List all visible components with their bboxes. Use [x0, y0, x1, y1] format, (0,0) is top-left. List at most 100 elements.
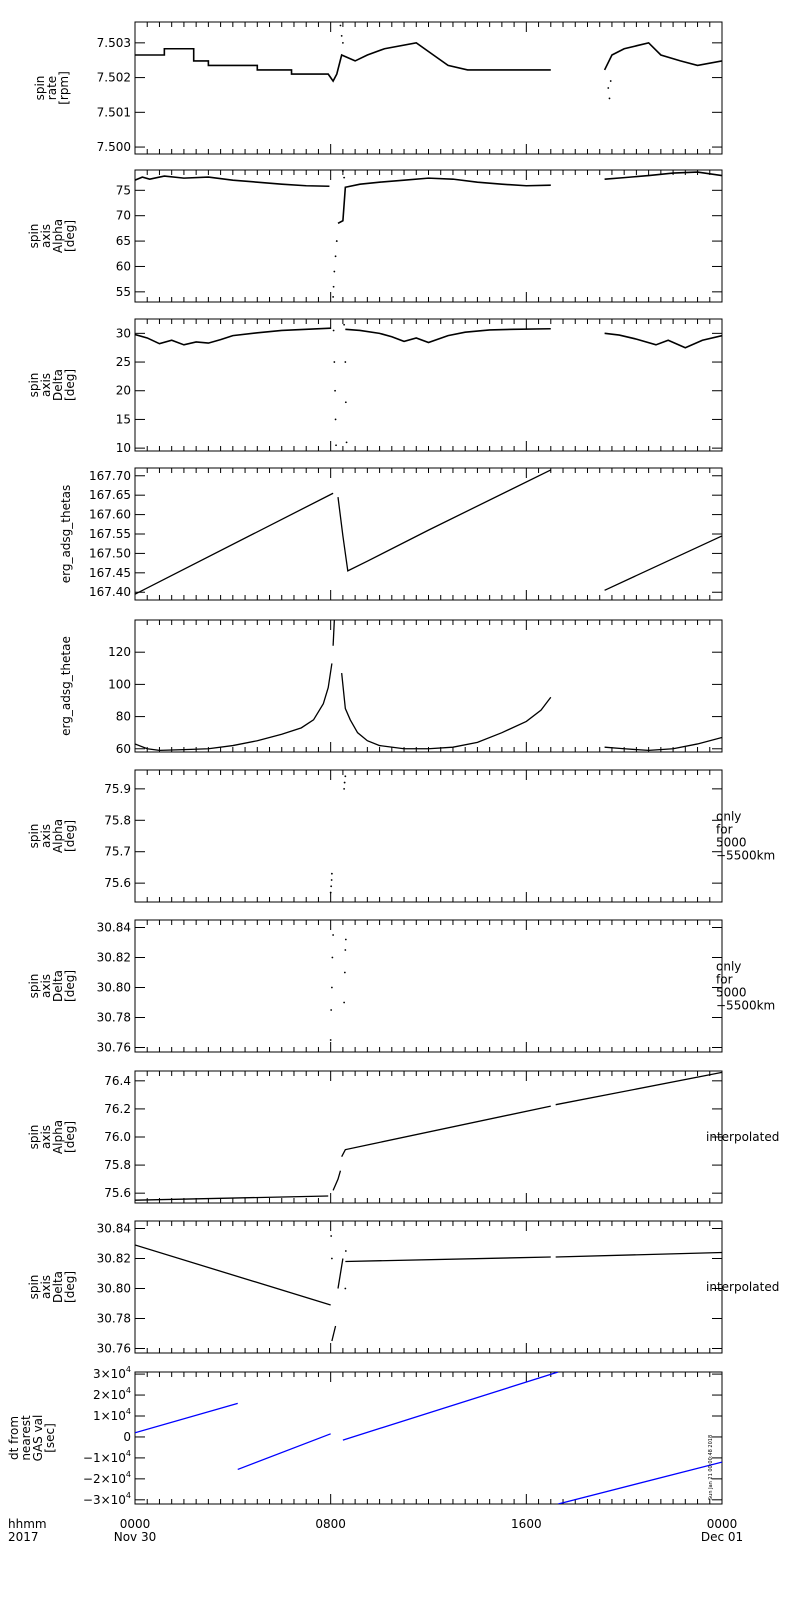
data-point	[344, 949, 347, 951]
trace-segment	[237, 1433, 331, 1471]
tick-mantissa: 2×10	[93, 1388, 126, 1402]
data-point	[344, 1287, 347, 1290]
y-axis-label-line: axis	[39, 1125, 53, 1149]
data-point	[330, 1257, 333, 1260]
data-point	[343, 781, 346, 784]
data-point	[330, 885, 333, 888]
data-point	[332, 285, 335, 288]
panel-note-line: 5000	[716, 986, 747, 1000]
tick-mantissa: 0	[123, 1430, 131, 1444]
data-layer	[135, 24, 722, 100]
y-axis-label-line: Alpha	[51, 1120, 65, 1154]
data-point	[344, 1250, 347, 1252]
data-point	[335, 444, 337, 447]
plot-frame	[134, 1220, 723, 1354]
y-tick-label: 7.501	[97, 105, 131, 119]
y-tick-label: 15	[116, 412, 131, 426]
y-tick-label: 75.6	[104, 1186, 131, 1200]
x-tick-label: 1600	[511, 1517, 542, 1531]
trace-segment	[135, 1402, 238, 1434]
y-tick-label: 75.8	[104, 1158, 131, 1172]
y-tick-label: 167.45	[89, 566, 131, 580]
trace-segment	[557, 1461, 722, 1504]
data-point	[334, 255, 337, 258]
y-tick-label: 10	[116, 441, 131, 455]
data-point	[344, 775, 347, 778]
trace-segment	[332, 1170, 342, 1191]
data-point	[329, 1039, 332, 1041]
y-axis-label-line: Delta	[51, 970, 65, 1002]
y-tick-label: 167.50	[89, 546, 131, 560]
y-tick-label: 30.82	[97, 951, 131, 965]
data-point	[339, 24, 342, 27]
data-point	[330, 986, 333, 989]
data-point	[342, 41, 344, 44]
plot-frame	[134, 619, 723, 753]
x-tick-label: 0000	[707, 1517, 738, 1531]
y-tick-label: 167.55	[89, 527, 131, 541]
trace-segment	[135, 327, 331, 346]
y-tick-label: 167.70	[89, 469, 131, 483]
data-point	[330, 872, 333, 875]
y-tick-label: 100	[108, 677, 131, 691]
tick-exponent: 4	[126, 1470, 131, 1479]
y-tick-label: 167.60	[89, 508, 131, 522]
tick-exponent: 4	[126, 1491, 131, 1500]
y-tick-label: 7.503	[97, 36, 131, 50]
data-point	[332, 934, 335, 936]
data-layer	[135, 1071, 722, 1201]
panel-9: 30.76 30.78 30.80 30.82 30.84 spinaxisDelta[d…	[27, 1220, 779, 1356]
y-tick-label: 30.80	[97, 1282, 131, 1296]
data-point	[334, 389, 336, 392]
y-tick-label: 30.78	[97, 1011, 131, 1025]
y-tick-label: 70	[116, 209, 131, 223]
y-axis-label-line: spin	[27, 824, 41, 849]
y-tick-label: −2×104	[83, 1470, 131, 1486]
y-axis-label-line: Delta	[51, 369, 65, 401]
trace-segment	[331, 1325, 337, 1342]
y-axis-label-line: spin	[27, 1275, 41, 1300]
y-axis-label-line: axis	[39, 224, 53, 248]
y-tick-label: 30.78	[97, 1312, 131, 1326]
trace-segment	[135, 41, 551, 83]
panel-note-line: interpolated	[706, 1130, 779, 1144]
data-point	[343, 323, 346, 326]
tick-mantissa: −3×10	[83, 1493, 126, 1507]
y-tick-label: 60	[116, 259, 131, 273]
trace-segment	[555, 1251, 722, 1258]
trace-segment	[345, 1256, 551, 1263]
y-tick-label: 76.2	[104, 1102, 131, 1116]
y-tick-label: 75.7	[104, 845, 131, 859]
y-tick-label: 75.6	[104, 876, 131, 890]
panel-note-line: −5500km	[716, 849, 775, 863]
x-tick-label: 0000	[120, 1517, 151, 1531]
data-point	[335, 240, 338, 242]
data-layer	[135, 323, 722, 447]
y-tick-label: 80	[116, 710, 131, 724]
trace-segment	[135, 663, 333, 752]
y-axis-label-line: spin	[27, 224, 41, 249]
y-axis-label-line: axis	[39, 373, 53, 397]
trace-segment	[135, 175, 330, 188]
data-point	[329, 891, 332, 894]
x-tick-date-label: Nov 30	[114, 1530, 157, 1544]
data-layer	[135, 1235, 722, 1342]
y-axis-label-line: dt from	[7, 1416, 21, 1460]
trace-segment	[604, 171, 722, 180]
y-axis-label-line: spin	[27, 1125, 41, 1150]
y-axis-label: erg_adsg_thetas	[59, 485, 73, 584]
y-tick-label: 75.8	[104, 813, 131, 827]
data-point	[340, 34, 343, 37]
trace-segment	[135, 1244, 331, 1306]
data-point	[333, 361, 336, 363]
y-tick-label: 30.76	[97, 1342, 131, 1356]
